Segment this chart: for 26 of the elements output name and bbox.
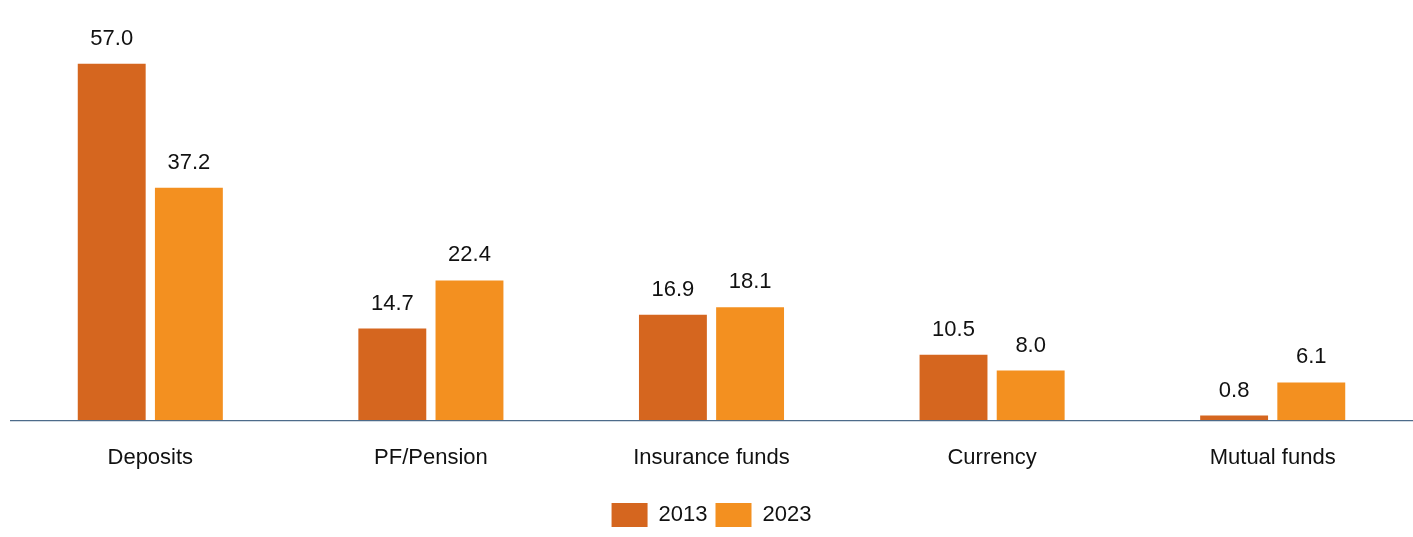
data-label: 8.0: [1015, 331, 1046, 357]
data-label: 18.1: [728, 268, 772, 294]
data-label: 16.9: [651, 275, 695, 301]
bar: [716, 307, 785, 421]
data-label: 37.2: [167, 148, 211, 174]
data-label: 6.1: [1295, 343, 1327, 369]
x-tick-label: Mutual funds: [1209, 443, 1336, 469]
legend-label: 2013: [658, 501, 708, 527]
bar: [638, 314, 707, 421]
x-tick-label: Currency: [947, 443, 1037, 469]
x-tick-label: PF/Pension: [374, 443, 488, 469]
bar: [996, 370, 1065, 421]
bar: [358, 328, 427, 421]
legend-label: 2023: [762, 501, 812, 527]
data-label: 57.0: [90, 24, 134, 50]
data-label: 0.8: [1218, 376, 1250, 402]
bar: [77, 63, 146, 421]
data-label: 14.7: [370, 289, 414, 315]
bar: [154, 187, 223, 421]
x-tick-label: Insurance funds: [633, 443, 790, 469]
data-label: 10.5: [932, 315, 975, 341]
data-label: 22.4: [448, 241, 491, 267]
x-tick-label: Deposits: [107, 443, 194, 469]
bar: [435, 280, 504, 421]
bar: [919, 354, 988, 421]
bar: [1277, 382, 1346, 421]
